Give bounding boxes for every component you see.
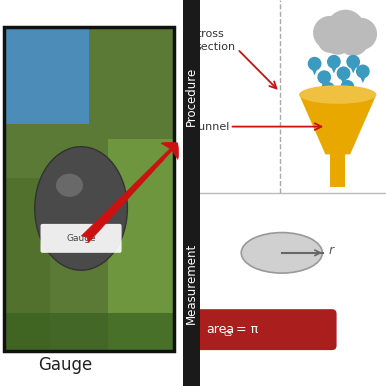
Circle shape bbox=[345, 19, 376, 49]
Circle shape bbox=[318, 71, 330, 83]
Text: r: r bbox=[328, 244, 333, 257]
Circle shape bbox=[314, 17, 346, 49]
Circle shape bbox=[339, 26, 368, 55]
Bar bbox=[4, 313, 174, 351]
Polygon shape bbox=[331, 66, 337, 73]
Bar bbox=[183, 0, 200, 386]
Text: funnel: funnel bbox=[195, 122, 230, 132]
Circle shape bbox=[328, 56, 340, 68]
Text: cs: cs bbox=[223, 329, 232, 338]
Ellipse shape bbox=[299, 85, 376, 104]
Polygon shape bbox=[325, 93, 331, 100]
Ellipse shape bbox=[35, 147, 127, 270]
Bar bbox=[4, 27, 174, 351]
Circle shape bbox=[337, 67, 350, 80]
Circle shape bbox=[322, 83, 334, 95]
Ellipse shape bbox=[330, 166, 345, 175]
Bar bbox=[4, 27, 89, 124]
Ellipse shape bbox=[56, 174, 83, 197]
Polygon shape bbox=[360, 76, 366, 83]
FancyBboxPatch shape bbox=[194, 309, 337, 350]
Polygon shape bbox=[299, 95, 376, 154]
Polygon shape bbox=[312, 68, 318, 75]
Bar bbox=[4, 178, 50, 351]
Text: cross
section: cross section bbox=[195, 29, 235, 52]
Circle shape bbox=[318, 29, 342, 52]
Circle shape bbox=[327, 10, 364, 47]
Bar bbox=[4, 27, 174, 351]
Text: Gauge: Gauge bbox=[66, 234, 96, 243]
Circle shape bbox=[324, 27, 351, 54]
Ellipse shape bbox=[241, 232, 322, 273]
Circle shape bbox=[308, 58, 321, 70]
Text: area: area bbox=[207, 323, 235, 336]
Circle shape bbox=[347, 56, 359, 68]
FancyBboxPatch shape bbox=[41, 224, 122, 253]
Polygon shape bbox=[340, 78, 347, 85]
Bar bbox=[108, 139, 174, 351]
Polygon shape bbox=[344, 91, 350, 98]
Circle shape bbox=[341, 81, 354, 93]
Text: Procedure: Procedure bbox=[185, 67, 198, 126]
Bar bbox=[330, 152, 345, 187]
Text: = π: = π bbox=[232, 323, 258, 336]
Polygon shape bbox=[350, 66, 356, 73]
Text: Gauge: Gauge bbox=[39, 356, 93, 374]
Circle shape bbox=[357, 65, 369, 78]
Text: Measurement: Measurement bbox=[185, 243, 198, 324]
Polygon shape bbox=[321, 82, 327, 89]
